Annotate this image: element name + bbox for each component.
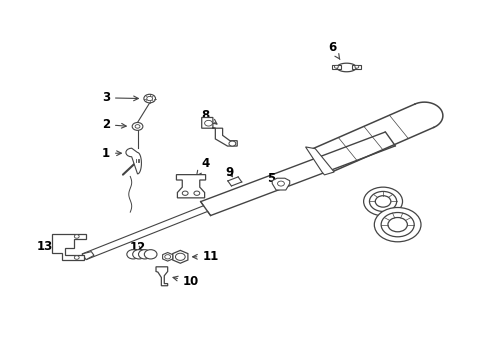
Circle shape bbox=[369, 192, 396, 211]
Polygon shape bbox=[201, 117, 237, 146]
Circle shape bbox=[143, 94, 155, 103]
Polygon shape bbox=[176, 175, 205, 198]
Polygon shape bbox=[52, 234, 86, 260]
Circle shape bbox=[146, 96, 152, 101]
Polygon shape bbox=[126, 148, 141, 174]
Polygon shape bbox=[82, 252, 94, 260]
Circle shape bbox=[373, 207, 420, 242]
Text: 3: 3 bbox=[102, 91, 138, 104]
Text: 12: 12 bbox=[129, 241, 145, 255]
Circle shape bbox=[228, 141, 235, 146]
Circle shape bbox=[132, 249, 145, 259]
Circle shape bbox=[164, 255, 170, 259]
Circle shape bbox=[374, 196, 390, 207]
Polygon shape bbox=[272, 178, 289, 190]
Text: 6: 6 bbox=[327, 41, 339, 59]
Text: 8: 8 bbox=[201, 109, 217, 124]
Text: 1: 1 bbox=[102, 147, 121, 160]
Polygon shape bbox=[156, 267, 167, 286]
Circle shape bbox=[194, 191, 200, 195]
Text: 7: 7 bbox=[398, 222, 413, 237]
Circle shape bbox=[135, 125, 140, 128]
Circle shape bbox=[387, 217, 407, 232]
Circle shape bbox=[74, 235, 79, 238]
Circle shape bbox=[380, 212, 413, 237]
Circle shape bbox=[144, 249, 157, 259]
Circle shape bbox=[277, 181, 284, 186]
Text: 11: 11 bbox=[192, 250, 218, 263]
Circle shape bbox=[204, 120, 212, 126]
Circle shape bbox=[175, 253, 185, 260]
Circle shape bbox=[363, 187, 402, 216]
Circle shape bbox=[126, 249, 139, 259]
Circle shape bbox=[182, 191, 188, 195]
Text: 2: 2 bbox=[102, 118, 126, 131]
Polygon shape bbox=[172, 250, 187, 263]
Bar bbox=[352, 65, 361, 69]
Text: 5: 5 bbox=[266, 172, 280, 185]
Bar bbox=[331, 65, 340, 69]
Text: 13: 13 bbox=[37, 240, 59, 253]
Polygon shape bbox=[305, 147, 333, 175]
Polygon shape bbox=[163, 252, 172, 261]
Text: 9: 9 bbox=[225, 166, 234, 179]
Text: 10: 10 bbox=[173, 275, 199, 288]
Circle shape bbox=[138, 249, 151, 259]
Circle shape bbox=[334, 65, 338, 68]
Circle shape bbox=[74, 256, 79, 259]
Circle shape bbox=[132, 122, 142, 130]
Circle shape bbox=[354, 65, 358, 68]
Text: 4: 4 bbox=[196, 157, 209, 176]
